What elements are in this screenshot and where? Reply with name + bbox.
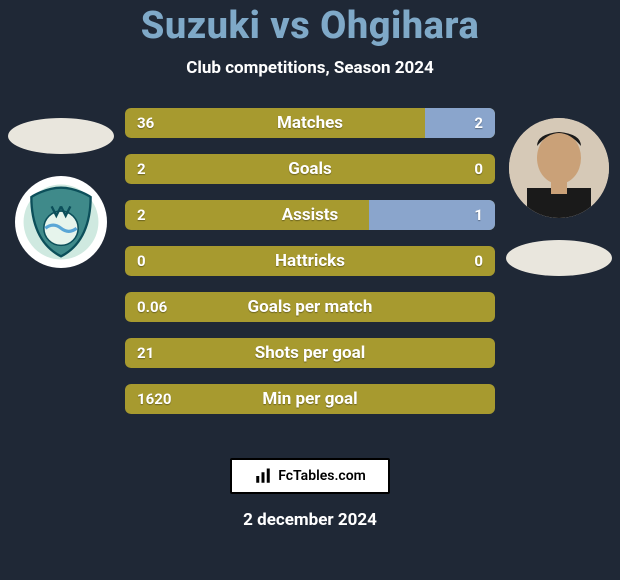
brand-badge: FcTables.com bbox=[230, 458, 390, 494]
footer-date: 2 december 2024 bbox=[0, 510, 620, 530]
club-crest-icon bbox=[22, 183, 100, 261]
bar-row: 21Shots per goal bbox=[125, 338, 495, 368]
comparison-subtitle: Club competitions, Season 2024 bbox=[0, 58, 620, 78]
bar-label: Goals bbox=[125, 154, 495, 184]
comparison-title: Suzuki vs Ohgihara bbox=[0, 0, 620, 48]
bar-label: Goals per match bbox=[125, 292, 495, 322]
bar-chart-icon bbox=[254, 467, 272, 485]
bar-row: 21Assists bbox=[125, 200, 495, 230]
bar-label: Shots per goal bbox=[125, 338, 495, 368]
bar-row: 1620Min per goal bbox=[125, 384, 495, 414]
bar-row: 0.06Goals per match bbox=[125, 292, 495, 322]
player-left-club-logo bbox=[15, 176, 107, 268]
player-right-avatar bbox=[509, 118, 609, 218]
bar-label: Matches bbox=[125, 108, 495, 138]
brand-text: FcTables.com bbox=[278, 468, 366, 484]
comparison-chart: 362Matches 20Goals 21Assists 00Hattricks 0.0… bbox=[0, 108, 620, 430]
player-right-club-placeholder bbox=[506, 240, 612, 276]
bar-row: 20Goals bbox=[125, 154, 495, 184]
player-right-column bbox=[504, 118, 614, 276]
bar-label: Hattricks bbox=[125, 246, 495, 276]
player-left-avatar-placeholder bbox=[8, 118, 114, 154]
player-left-column bbox=[6, 118, 116, 268]
bar-row: 362Matches bbox=[125, 108, 495, 138]
bar-row: 00Hattricks bbox=[125, 246, 495, 276]
person-icon bbox=[509, 118, 609, 218]
bar-label: Min per goal bbox=[125, 384, 495, 414]
bar-label: Assists bbox=[125, 200, 495, 230]
comparison-bars: 362Matches 20Goals 21Assists 00Hattricks 0.0… bbox=[125, 108, 495, 430]
